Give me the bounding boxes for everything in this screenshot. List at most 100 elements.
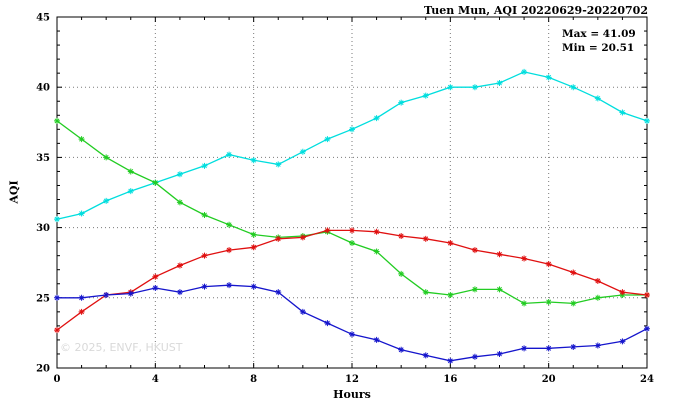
series-marker-blue [521, 345, 528, 352]
stats-annotation: Max = 41.09 Min = 20.51 [562, 27, 636, 55]
max-value-label: Max = 41.09 [562, 28, 636, 40]
series-marker-cyan [619, 109, 626, 116]
series-marker-red [644, 291, 650, 298]
series-marker-green [127, 168, 134, 175]
series-marker-green [78, 136, 85, 143]
series-marker-blue [201, 283, 208, 290]
series-marker-blue [324, 320, 331, 327]
y-tick-label: 40 [36, 83, 50, 94]
y-tick-label: 30 [36, 223, 50, 234]
series-marker-red [594, 277, 601, 284]
series-marker-cyan [324, 136, 331, 143]
series-marker-red [447, 240, 454, 247]
series-marker-cyan [594, 95, 601, 102]
x-axis-label: Hours [333, 388, 371, 401]
series-marker-red [521, 255, 528, 262]
x-tick-label: 20 [542, 374, 556, 385]
series-marker-green [496, 286, 503, 293]
series-marker-cyan [78, 210, 85, 217]
series-marker-blue [103, 291, 110, 298]
x-tick-label: 0 [54, 374, 61, 385]
series-marker-blue [226, 282, 233, 289]
series-marker-cyan [545, 74, 552, 81]
series-marker-blue [398, 346, 405, 353]
series-marker-cyan [644, 117, 650, 124]
series-marker-red [324, 227, 331, 234]
x-tick-label: 16 [443, 374, 457, 385]
series-marker-blue [447, 357, 454, 364]
series-marker-cyan [176, 171, 183, 178]
series-marker-red [299, 234, 306, 241]
series-marker-red [422, 235, 429, 242]
series-marker-red [226, 247, 233, 254]
series-marker-red [250, 244, 257, 251]
chart-title: Tuen Mun, AQI 20220629-20220702 [424, 4, 648, 17]
series-marker-green [176, 199, 183, 206]
min-value-label: Min = 20.51 [562, 42, 635, 54]
series-marker-green [250, 231, 257, 238]
series-marker-red [496, 251, 503, 258]
series-marker-green [471, 286, 478, 293]
series-marker-red [570, 269, 577, 276]
series-marker-red [349, 227, 355, 234]
series-marker-blue [373, 336, 380, 343]
series-marker-blue [471, 353, 478, 360]
series-marker-blue [349, 331, 355, 338]
series-marker-green [594, 294, 601, 301]
y-tick-label: 45 [36, 13, 50, 24]
series-marker-cyan [275, 161, 282, 168]
x-tick-label: 12 [345, 374, 359, 385]
series-marker-blue [496, 350, 503, 357]
series-marker-green [447, 291, 454, 298]
series-marker-blue [545, 345, 552, 352]
series-marker-cyan [299, 148, 306, 155]
series-marker-green [398, 270, 405, 277]
series-marker-red [545, 261, 552, 268]
x-tick-label: 4 [152, 374, 159, 385]
y-tick-label: 35 [36, 153, 50, 164]
series-marker-cyan [127, 188, 134, 195]
series-marker-blue [176, 289, 183, 296]
series-marker-blue [78, 294, 85, 301]
series-marker-cyan [250, 157, 257, 164]
series-marker-red [619, 289, 626, 296]
series-marker-blue [422, 352, 429, 359]
series-marker-green [54, 117, 60, 124]
series-marker-blue [250, 283, 257, 290]
series-marker-red [78, 308, 85, 315]
y-tick-label: 25 [36, 293, 50, 304]
x-tick-label: 24 [640, 374, 654, 385]
series-marker-green [570, 300, 577, 307]
series-marker-cyan [521, 68, 528, 75]
series-marker-blue [275, 289, 282, 296]
series-marker-red [176, 262, 183, 269]
series-line-green [56, 120, 647, 305]
x-tick-label: 8 [250, 374, 257, 385]
series-marker-blue [54, 294, 60, 301]
series-marker-red [152, 273, 159, 280]
series-marker-blue [594, 342, 601, 349]
series-marker-green [226, 221, 233, 228]
y-tick-label: 20 [36, 364, 50, 375]
series-marker-cyan [422, 92, 429, 99]
series-marker-blue [644, 325, 650, 332]
series-marker-green [152, 179, 159, 186]
series-marker-cyan [447, 84, 454, 91]
series-marker-green [545, 299, 552, 306]
series-marker-blue [570, 343, 577, 350]
series-marker-green [521, 300, 528, 307]
series-marker-cyan [349, 126, 355, 133]
watermark: © 2025, ENVF, HKUST [60, 341, 183, 354]
series-marker-red [275, 235, 282, 242]
series-marker-red [54, 327, 60, 334]
y-axis-label: AQI [7, 180, 21, 204]
series-marker-blue [299, 308, 306, 315]
series-marker-cyan [103, 197, 110, 204]
series-marker-cyan [471, 84, 478, 91]
series-marker-cyan [226, 151, 233, 158]
series-marker-cyan [570, 84, 577, 91]
series-marker-blue [152, 284, 159, 291]
series-marker-red [471, 247, 478, 254]
